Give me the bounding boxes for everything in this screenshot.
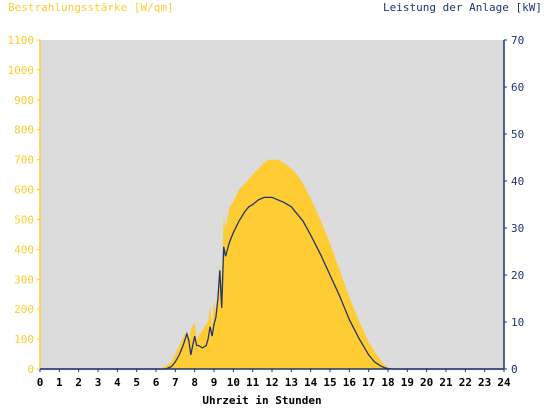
- right-tick-label: 40: [511, 175, 524, 188]
- x-tick-label: 6: [153, 376, 160, 389]
- x-tick-label: 8: [191, 376, 198, 389]
- left-tick-label: 1100: [8, 34, 35, 47]
- left-tick-label: 600: [14, 184, 34, 197]
- x-tick-label: 23: [478, 376, 491, 389]
- irradiance-series: [40, 159, 504, 369]
- right-tick-label: 30: [511, 222, 524, 235]
- x-tick-label: 21: [439, 376, 453, 389]
- x-axis-ticks: 0 1 2 3 4 5 6 7 8 9 10 11 12 13 14 15 16 17 18 19 20 21 22 23 24: [37, 369, 511, 389]
- right-tick-label: 50: [511, 128, 524, 141]
- x-tick-label: 16: [343, 376, 357, 389]
- left-tick-label: 900: [14, 94, 34, 107]
- x-axis-title: Uhrzeit in Stunden: [202, 394, 321, 407]
- x-tick-label: 14: [304, 376, 318, 389]
- x-tick-label: 1: [56, 376, 63, 389]
- left-tick-label: 1000: [8, 64, 35, 77]
- x-tick-label: 11: [246, 376, 260, 389]
- right-tick-label: 10: [511, 316, 524, 329]
- x-tick-label: 24: [497, 376, 511, 389]
- left-tick-label: 800: [14, 124, 34, 137]
- x-tick-label: 3: [95, 376, 102, 389]
- irradiance-area: [40, 159, 504, 369]
- x-tick-label: 12: [265, 376, 278, 389]
- x-tick-label: 10: [227, 376, 240, 389]
- left-axis-title: Bestrahlungsstärke [W/qm]: [8, 1, 174, 14]
- x-tick-label: 7: [172, 376, 179, 389]
- x-tick-label: 17: [362, 376, 375, 389]
- left-tick-label: 500: [14, 213, 34, 226]
- x-tick-label: 2: [75, 376, 82, 389]
- left-axis-ticks: 0 100 200 300 400 500 600 700 800 900 1000 1100: [8, 34, 40, 376]
- power-line: [40, 196, 504, 370]
- right-axis-title: Leistung der Anlage [kW]: [383, 1, 542, 14]
- left-tick-label: 300: [14, 273, 34, 286]
- left-tick-label: 400: [14, 243, 34, 256]
- right-axis-ticks: 0 10 20 30 40 50 60 70: [504, 34, 524, 376]
- power-series: [40, 196, 504, 370]
- x-tick-label: 15: [323, 376, 336, 389]
- x-tick-label: 13: [285, 376, 298, 389]
- x-tick-label: 18: [381, 376, 394, 389]
- right-tick-label: 70: [511, 34, 524, 47]
- x-tick-label: 0: [37, 376, 44, 389]
- x-tick-label: 5: [133, 376, 140, 389]
- right-tick-label: 60: [511, 81, 524, 94]
- left-tick-label: 700: [14, 154, 34, 167]
- x-tick-label: 4: [114, 376, 121, 389]
- left-tick-label: 0: [27, 363, 34, 376]
- right-tick-label: 20: [511, 269, 524, 282]
- left-tick-label: 100: [14, 333, 34, 346]
- x-tick-label: 9: [211, 376, 218, 389]
- x-tick-label: 20: [420, 376, 433, 389]
- right-tick-label: 0: [511, 363, 518, 376]
- x-tick-label: 22: [459, 376, 472, 389]
- left-tick-label: 200: [14, 303, 34, 316]
- x-tick-label: 19: [401, 376, 414, 389]
